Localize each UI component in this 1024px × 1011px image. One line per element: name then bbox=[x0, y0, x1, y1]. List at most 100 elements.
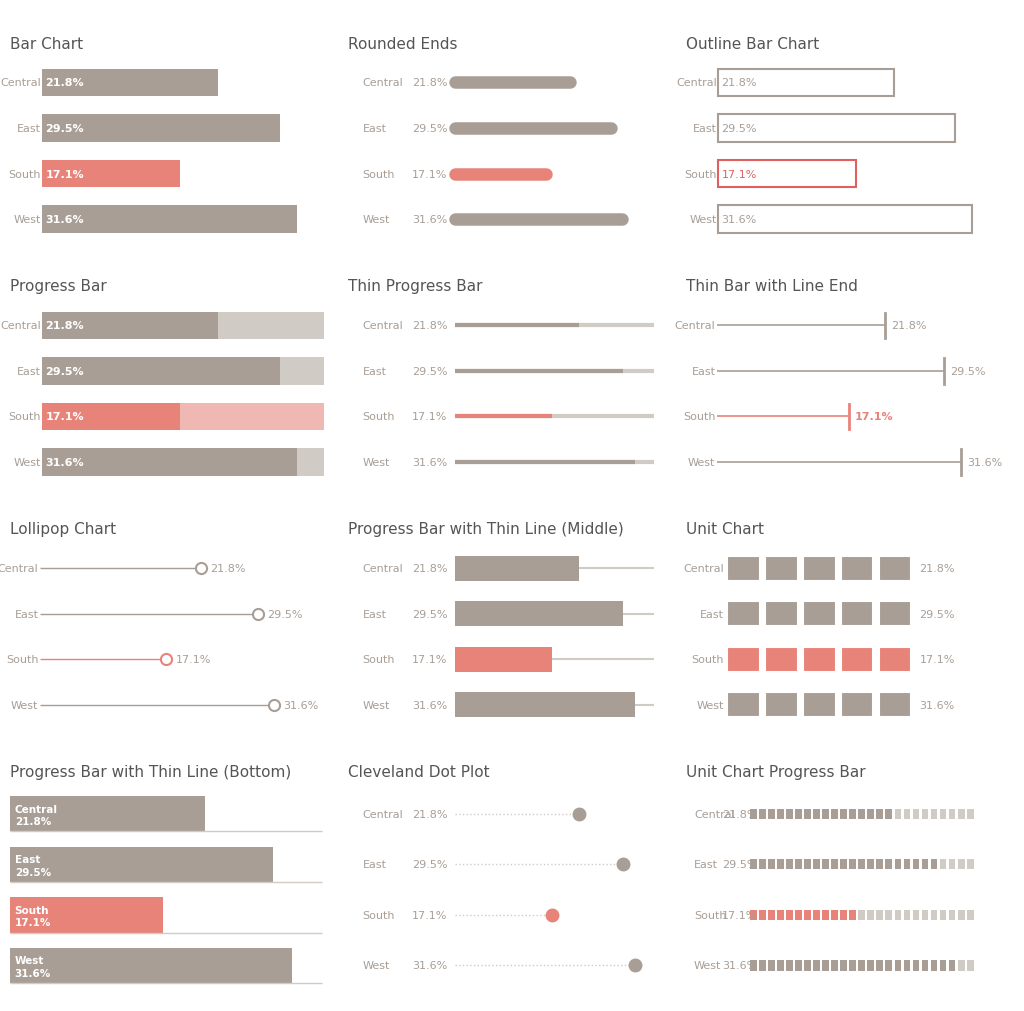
Bar bbox=[42, 161, 180, 188]
Text: East: East bbox=[14, 854, 40, 864]
Text: 31.6%: 31.6% bbox=[413, 960, 447, 971]
Bar bbox=[42, 312, 324, 340]
Bar bbox=[831, 809, 838, 819]
Text: Central: Central bbox=[675, 321, 716, 331]
Bar bbox=[813, 960, 820, 971]
Text: 29.5%: 29.5% bbox=[920, 610, 955, 619]
Bar bbox=[879, 693, 911, 718]
Bar bbox=[912, 960, 920, 971]
Bar bbox=[841, 647, 873, 672]
Bar bbox=[750, 910, 757, 920]
Text: West: West bbox=[688, 458, 716, 467]
Bar bbox=[967, 960, 974, 971]
Text: West: West bbox=[689, 215, 717, 224]
Bar bbox=[786, 859, 793, 869]
Bar bbox=[841, 693, 873, 718]
Text: Central: Central bbox=[0, 321, 41, 331]
Bar bbox=[455, 693, 635, 718]
Bar bbox=[42, 358, 280, 385]
Bar bbox=[718, 206, 973, 234]
Text: Central: Central bbox=[362, 809, 403, 819]
Bar bbox=[727, 556, 760, 581]
Text: West: West bbox=[362, 458, 390, 467]
Text: 21.8%: 21.8% bbox=[722, 79, 757, 88]
Bar bbox=[867, 859, 874, 869]
Text: 29.5%: 29.5% bbox=[413, 367, 447, 376]
Text: South: South bbox=[683, 412, 716, 422]
Bar bbox=[967, 910, 974, 920]
Bar bbox=[912, 809, 920, 819]
Text: Progress Bar with Thin Line (Bottom): Progress Bar with Thin Line (Bottom) bbox=[10, 764, 292, 779]
Bar bbox=[786, 910, 793, 920]
Text: East: East bbox=[691, 367, 716, 376]
Bar bbox=[858, 809, 865, 819]
Bar bbox=[879, 602, 911, 627]
Bar bbox=[895, 809, 901, 819]
Bar bbox=[931, 859, 937, 869]
Bar bbox=[759, 910, 766, 920]
Bar bbox=[768, 910, 775, 920]
Text: East: East bbox=[692, 124, 717, 133]
Text: 21.8%: 21.8% bbox=[891, 321, 927, 331]
Bar bbox=[867, 960, 874, 971]
Bar bbox=[765, 693, 798, 718]
Bar bbox=[765, 647, 798, 672]
Bar bbox=[895, 910, 901, 920]
Bar bbox=[948, 910, 955, 920]
Bar bbox=[948, 960, 955, 971]
Text: 29.5%: 29.5% bbox=[413, 610, 447, 619]
Bar bbox=[858, 910, 865, 920]
Bar bbox=[948, 809, 955, 819]
Bar bbox=[42, 115, 280, 143]
Bar bbox=[822, 859, 829, 869]
Text: East: East bbox=[362, 610, 386, 619]
Bar bbox=[796, 910, 802, 920]
Bar bbox=[777, 809, 784, 819]
Text: South: South bbox=[691, 655, 724, 664]
Text: 17.1%: 17.1% bbox=[855, 412, 894, 422]
Bar bbox=[877, 859, 884, 869]
Bar bbox=[849, 960, 856, 971]
Bar bbox=[765, 556, 798, 581]
Text: South: South bbox=[362, 412, 395, 422]
Bar bbox=[727, 602, 760, 627]
Bar bbox=[867, 910, 874, 920]
Bar bbox=[804, 859, 811, 869]
Bar bbox=[803, 602, 836, 627]
Bar bbox=[750, 809, 757, 819]
Text: 21.8%: 21.8% bbox=[413, 564, 447, 573]
Text: 31.6%: 31.6% bbox=[413, 215, 447, 224]
Bar bbox=[849, 859, 856, 869]
Bar bbox=[903, 960, 910, 971]
Bar bbox=[903, 910, 910, 920]
Bar bbox=[727, 647, 760, 672]
Text: Rounded Ends: Rounded Ends bbox=[348, 36, 458, 52]
Text: 17.1%: 17.1% bbox=[413, 412, 447, 422]
Bar bbox=[831, 960, 838, 971]
Text: 17.1%: 17.1% bbox=[46, 412, 84, 422]
Bar bbox=[42, 70, 218, 97]
Bar bbox=[841, 960, 847, 971]
Text: 21.8%: 21.8% bbox=[413, 321, 447, 331]
Text: East: East bbox=[694, 859, 718, 869]
Bar bbox=[912, 859, 920, 869]
Text: 29.5%: 29.5% bbox=[413, 124, 447, 133]
Text: West: West bbox=[362, 215, 390, 224]
Bar bbox=[796, 809, 802, 819]
Text: South: South bbox=[14, 905, 49, 915]
Bar bbox=[804, 809, 811, 819]
Bar bbox=[42, 358, 324, 385]
Bar bbox=[831, 910, 838, 920]
Bar bbox=[877, 809, 884, 819]
Text: West: West bbox=[696, 701, 724, 710]
Bar bbox=[879, 556, 911, 581]
Text: 31.6%: 31.6% bbox=[722, 960, 758, 971]
Text: 17.1%: 17.1% bbox=[413, 910, 447, 920]
Text: Central: Central bbox=[0, 564, 38, 573]
Bar bbox=[796, 859, 802, 869]
Text: South: South bbox=[362, 655, 395, 664]
Bar bbox=[804, 960, 811, 971]
Text: Central: Central bbox=[683, 564, 724, 573]
Bar bbox=[879, 647, 911, 672]
Bar bbox=[877, 960, 884, 971]
